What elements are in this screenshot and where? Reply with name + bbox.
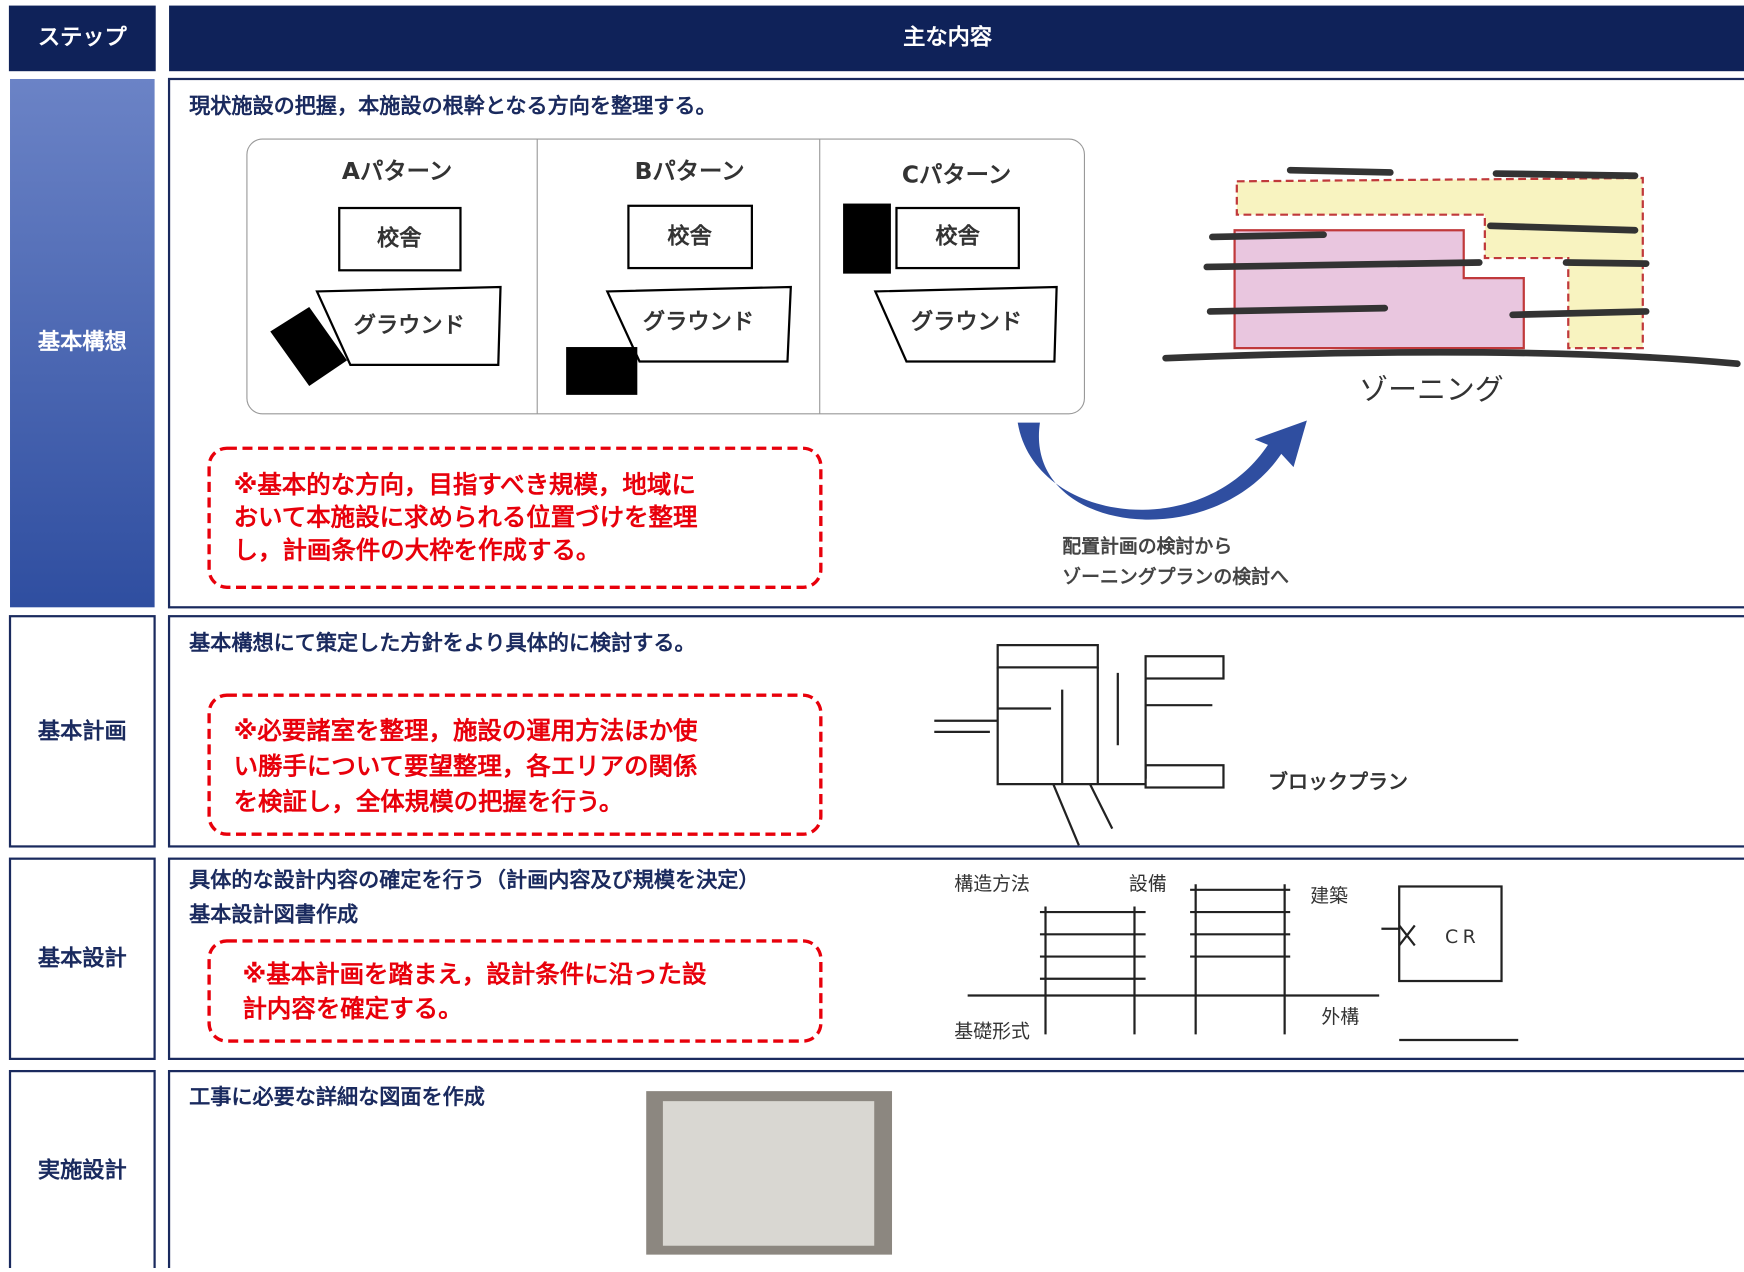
- note-box: [207, 939, 823, 1043]
- figure-label: 外構: [1321, 1006, 1359, 1028]
- building-label: 校舎: [667, 222, 712, 249]
- pattern-drawings: [315, 204, 1058, 366]
- building-label: 校舎: [935, 222, 980, 249]
- note-line: い勝手について要望整理，各エリアの関係: [234, 751, 698, 780]
- flow-arrow: [1017, 420, 1307, 520]
- zoning-label: ゾーニング: [1359, 373, 1504, 407]
- pattern-title: Cパターン: [902, 160, 1011, 188]
- arrow-caption: 配置計画の検討から: [1062, 535, 1232, 558]
- design-sketch: [967, 884, 1519, 1042]
- step-label: 基本構想: [38, 329, 127, 355]
- figure-label: 構造方法: [954, 873, 1030, 895]
- step-cell: [8, 615, 156, 848]
- black-blocks: [270, 203, 891, 395]
- pattern-title: Aパターン: [342, 157, 452, 185]
- step-label: 実施設計: [38, 1157, 127, 1184]
- step-cell: [10, 78, 155, 608]
- ground-label: グラウンド: [911, 308, 1022, 335]
- zoning-sketch: [1162, 166, 1741, 368]
- lead: 現状施設の把握，本施設の根幹となる方向を整理する。: [189, 93, 717, 118]
- arrow-caption: ゾーニングプランの検討へ: [1062, 565, 1289, 588]
- header-content: 主な内容: [903, 23, 993, 50]
- note-line: を検証し，全体規模の把握を行う。: [234, 787, 624, 816]
- note-box: [207, 446, 823, 589]
- step-label: 基本設計: [38, 944, 127, 971]
- lead: 基本設計図書作成: [189, 901, 358, 926]
- figure-label: 建築: [1310, 885, 1348, 907]
- figure-label: ブロックプラン: [1268, 770, 1408, 794]
- step-cell: [8, 857, 156, 1060]
- note-box: [207, 693, 823, 836]
- note-line: ※必要諸室を整理，施設の運用方法ほか使: [234, 716, 698, 745]
- note-line: ※基本計画を踏まえ，設計条件に沿った設: [242, 959, 706, 988]
- note-line: 計内容を確定する。: [242, 994, 462, 1023]
- ground-label: グラウンド: [354, 311, 465, 338]
- lead: 工事に必要な詳細な図面を作成: [189, 1084, 485, 1109]
- header-step: ステップ: [38, 24, 128, 50]
- block-plan-sketch: [934, 644, 1225, 846]
- lead: 基本構想にて策定した方針をより具体的に検討する。: [189, 630, 696, 655]
- ground-label: グラウンド: [643, 308, 754, 335]
- step-label: 基本計画: [38, 717, 127, 744]
- step-cell: [8, 1070, 156, 1272]
- figure-label: CR: [1445, 926, 1480, 948]
- pattern-title: Bパターン: [635, 157, 745, 185]
- header-cell: [169, 5, 1744, 72]
- figure-label: 基礎形式: [954, 1021, 1030, 1043]
- note-line: し，計画条件の大枠を作成する。: [234, 536, 601, 565]
- note-line: おいて本施設に求められる位置づけを整理: [234, 502, 698, 531]
- content-cell: [167, 1070, 1744, 1272]
- lead: 具体的な設計内容の確定を行う（計画内容及び規模を決定）: [189, 867, 759, 892]
- building-label: 校舎: [377, 225, 422, 252]
- header-cell: [8, 5, 156, 72]
- note-line: ※基本的な方向，目指すべき規模，地域に: [234, 470, 696, 499]
- drawings-photo-page: [662, 1101, 875, 1246]
- figure-label: 設備: [1129, 873, 1167, 895]
